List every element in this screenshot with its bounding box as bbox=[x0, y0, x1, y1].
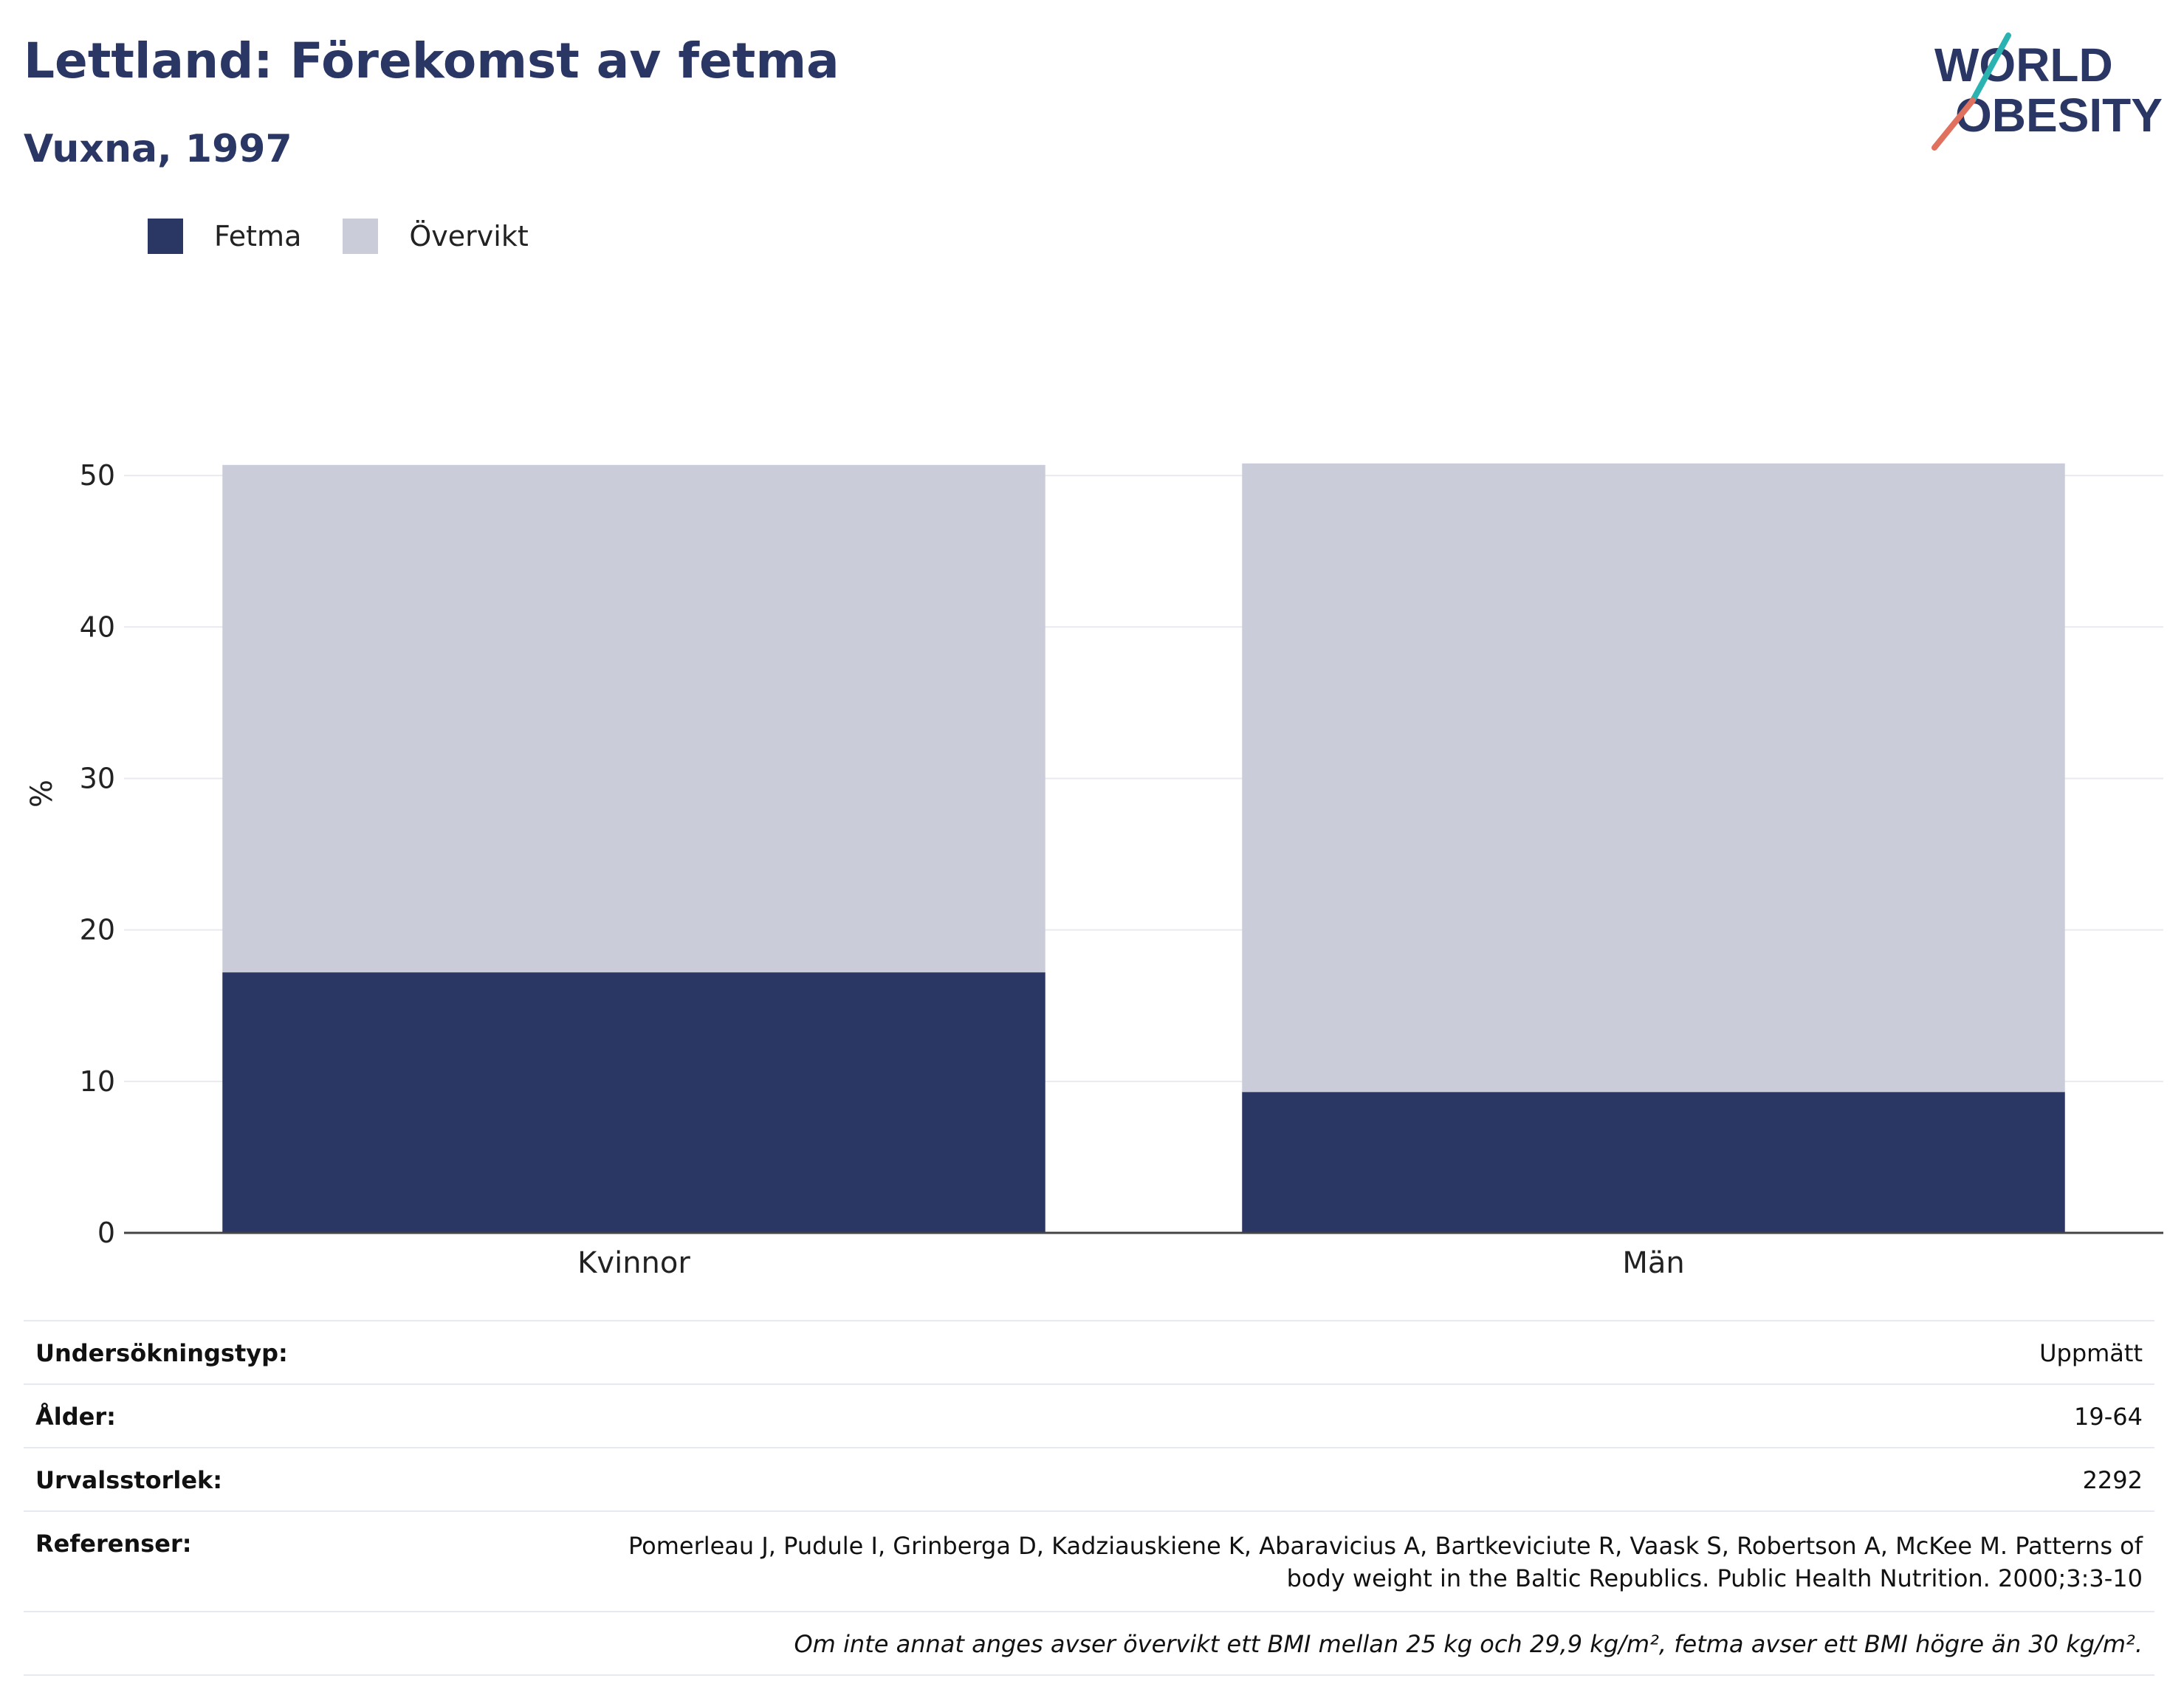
info-value: 19-64 bbox=[2074, 1403, 2143, 1431]
y-axis-label: % bbox=[25, 780, 59, 808]
page-subtitle: Vuxna, 1997 bbox=[24, 127, 292, 171]
info-key: Referenser: bbox=[35, 1530, 192, 1558]
bar-vervikt-mn bbox=[1242, 463, 2065, 1093]
info-table: Undersökningstyp: Uppmätt Ålder: 19-64 U… bbox=[24, 1320, 2154, 1676]
y-tick-label: 40 bbox=[80, 611, 115, 643]
chart-legend: Fetma Övervikt bbox=[148, 219, 570, 254]
legend-item-fetma[interactable]: Fetma bbox=[148, 219, 301, 254]
logo-slash-coral bbox=[1931, 97, 1976, 151]
legend-item-overvikt[interactable]: Övervikt bbox=[343, 219, 529, 254]
x-tick-label: Män bbox=[1622, 1246, 1684, 1280]
info-row-survey-type: Undersökningstyp: Uppmätt bbox=[24, 1320, 2154, 1383]
stacked-bar-chart: 0 10 20 30 40 50% Kvinnor Män bbox=[25, 459, 2163, 1280]
logo-text-obesity: OBESITY bbox=[1955, 89, 2163, 142]
info-key: Undersökningstyp: bbox=[35, 1339, 288, 1367]
bar-vervikt-kvinnor bbox=[222, 464, 1045, 973]
logo-text-world: WORLD bbox=[1934, 38, 2113, 92]
info-row-references: Referenser: Pomerleau J, Pudule I, Grinb… bbox=[24, 1510, 2154, 1611]
legend-label-overvikt: Övervikt bbox=[409, 220, 529, 252]
info-key: Ålder: bbox=[35, 1403, 116, 1431]
y-tick-label: 20 bbox=[80, 914, 115, 946]
logo-slash-teal bbox=[1970, 32, 2011, 103]
page-title: Lettland: Förekomst av fetma bbox=[24, 32, 839, 89]
legend-swatch-fetma bbox=[148, 219, 183, 254]
x-tick-label: Kvinnor bbox=[577, 1246, 690, 1280]
info-value: 2292 bbox=[2082, 1466, 2143, 1494]
bar-fetma-mn bbox=[1242, 1092, 2065, 1233]
info-value: Pomerleau J, Pudule I, Grinberga D, Kadz… bbox=[628, 1532, 2143, 1592]
y-tick-label: 0 bbox=[97, 1217, 115, 1249]
info-note-text: Om inte annat anges avser övervikt ett B… bbox=[794, 1630, 2143, 1658]
legend-label-fetma: Fetma bbox=[214, 220, 302, 252]
info-key: Urvalsstorlek: bbox=[35, 1466, 223, 1494]
info-footnote: Om inte annat anges avser övervikt ett B… bbox=[24, 1611, 2154, 1676]
bar-fetma-kvinnor bbox=[222, 972, 1045, 1233]
info-row-age: Ålder: 19-64 bbox=[24, 1383, 2154, 1447]
legend-swatch-overvikt bbox=[343, 219, 379, 254]
info-value: Uppmätt bbox=[2039, 1339, 2143, 1367]
world-obesity-logo: WORLD OBESITY bbox=[1931, 32, 2163, 151]
info-row-sample-size: Urvalsstorlek: 2292 bbox=[24, 1447, 2154, 1510]
y-tick-label: 50 bbox=[80, 459, 115, 492]
y-tick-label: 10 bbox=[80, 1065, 115, 1098]
y-tick-label: 30 bbox=[80, 762, 115, 794]
